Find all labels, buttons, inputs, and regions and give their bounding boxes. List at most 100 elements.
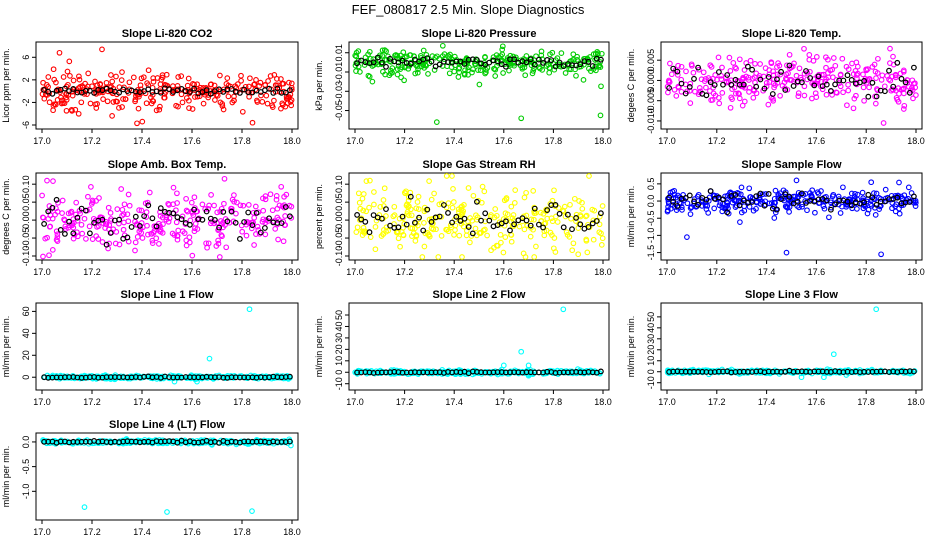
data-point (54, 238, 61, 244)
data-point (421, 243, 428, 250)
data-point (872, 100, 879, 107)
panel-title: Slope Li-820 Pressure (422, 28, 537, 40)
data-point (360, 228, 367, 235)
data-point (879, 72, 886, 79)
data-point (191, 194, 198, 201)
x-tick-label: 17.4 (445, 136, 463, 146)
reference-point (436, 213, 443, 220)
data-point (192, 94, 198, 100)
data-point (844, 102, 850, 109)
reference-point (519, 215, 526, 222)
data-point (596, 229, 603, 236)
outlier-point (246, 306, 253, 313)
data-point (465, 218, 471, 225)
data-point (109, 78, 116, 85)
reference-point (540, 60, 546, 66)
data-point (500, 249, 507, 256)
plot-frame (348, 41, 610, 130)
data-point (50, 107, 56, 114)
data-point (459, 254, 465, 260)
data-point (42, 235, 49, 242)
outlier-point (793, 177, 800, 184)
y-tick-label: 30 (334, 333, 344, 343)
plot-frame (35, 172, 299, 261)
data-point (763, 191, 769, 197)
data-point (551, 187, 557, 194)
reference-point (703, 92, 710, 99)
data-point (412, 70, 419, 77)
data-point (73, 199, 80, 206)
data-point (521, 194, 528, 201)
data-point (719, 64, 725, 71)
data-point (823, 76, 829, 82)
data-point (894, 96, 901, 103)
data-point (251, 242, 257, 248)
data-point (736, 56, 743, 63)
x-tick-label: 17.0 (33, 397, 51, 407)
y-axis-label: degees C per min. (626, 49, 636, 123)
data-point (738, 209, 745, 216)
data-point (96, 195, 102, 201)
data-point (61, 216, 67, 223)
data-point (483, 67, 489, 73)
data-point (85, 70, 92, 77)
data-point (373, 217, 380, 224)
reference-point (736, 202, 743, 209)
data-point (153, 107, 160, 114)
data-point (887, 60, 893, 66)
data-point (874, 70, 881, 76)
data-point (896, 90, 902, 97)
data-point (288, 203, 295, 210)
data-point (366, 73, 373, 80)
data-point (570, 51, 577, 58)
reference-point (691, 75, 697, 82)
data-point (116, 241, 123, 248)
outlier-point (597, 112, 604, 119)
data-point (363, 178, 370, 184)
data-point (371, 201, 377, 208)
reference-point (416, 214, 423, 221)
data-point (99, 239, 106, 245)
x-tick-label: 17.8 (545, 267, 563, 277)
reference-point (49, 204, 56, 211)
data-point (355, 48, 362, 54)
data-point (119, 212, 125, 219)
reference-point (62, 85, 68, 92)
data-point (741, 98, 748, 105)
reference-point (478, 217, 485, 224)
data-point (263, 92, 270, 99)
x-tick-label: 18.0 (907, 397, 925, 407)
data-point (395, 63, 402, 69)
data-point (829, 193, 836, 200)
data-point (801, 83, 808, 90)
y-axis-label: kPa per min. (314, 60, 324, 111)
x-tick-label: 17.2 (708, 397, 726, 407)
reference-point (41, 220, 47, 227)
reference-point (703, 196, 710, 203)
data-point (357, 69, 363, 75)
data-point (174, 232, 181, 239)
panel-10: Slope Line 4 (LT) Flow 17.0 17.2 17.4 17.6 17… (1, 419, 301, 537)
data-point (258, 92, 264, 99)
data-point (785, 70, 791, 77)
data-point (354, 224, 361, 231)
data-point (407, 52, 414, 58)
reference-point (266, 85, 273, 92)
data-point (217, 218, 224, 224)
data-point (363, 208, 370, 215)
reference-point (186, 221, 193, 228)
reference-point (203, 87, 210, 94)
data-point (431, 190, 437, 197)
reference-point (774, 206, 780, 213)
data-point (247, 75, 253, 82)
data-point (551, 66, 558, 73)
data-point (150, 75, 157, 81)
data-point (54, 234, 61, 240)
data-point (590, 236, 597, 243)
y-tick-label: -1.0 (646, 228, 656, 244)
data-point (698, 76, 705, 83)
reference-point (799, 190, 805, 197)
data-point (812, 209, 818, 216)
panel-title: Slope Line 4 (LT) Flow (109, 419, 225, 431)
data-point (777, 71, 784, 78)
